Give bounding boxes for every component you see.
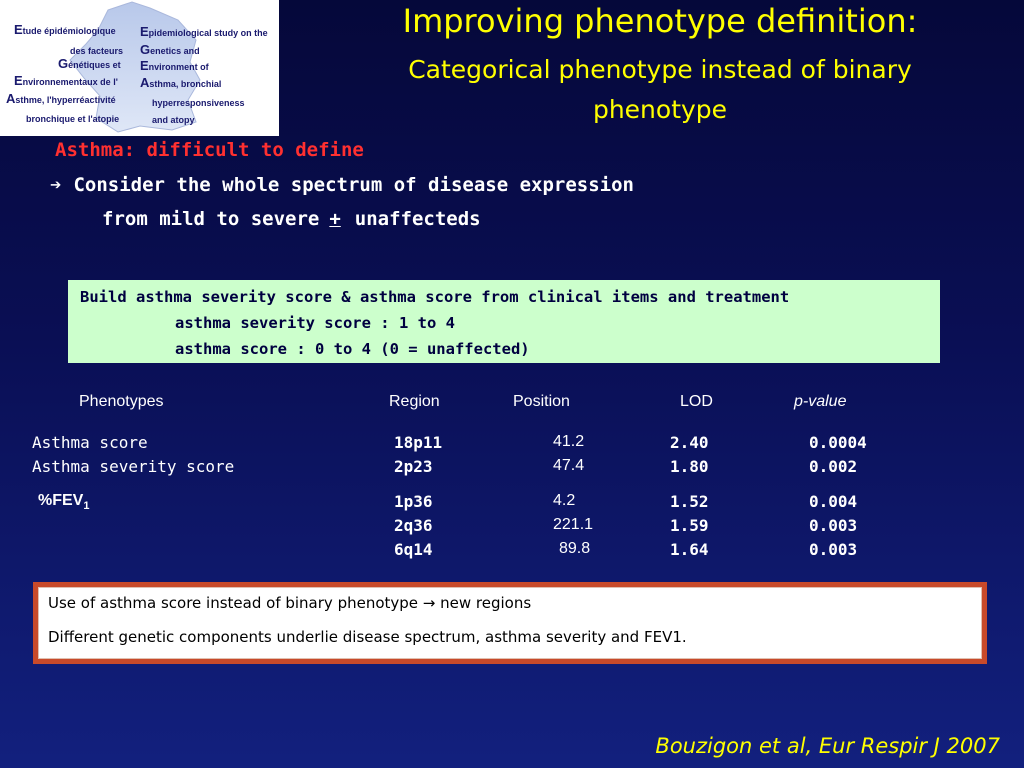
region-cell: 18p11 — [394, 433, 443, 452]
slide-title: Improving phenotype definition: — [402, 2, 918, 40]
phenotype-cell: %FEV1 — [38, 492, 90, 513]
section-heading: Asthma: difficult to define — [55, 139, 364, 161]
position-cell: 41.2 — [553, 433, 585, 450]
france-map-icon — [69, 1, 201, 133]
logo-line-fr-3: Génétiques et — [58, 56, 121, 71]
bullet-line-1: ➔ Consider the whole spectrum of disease … — [50, 174, 634, 196]
plus-minus-symbol: + — [329, 208, 341, 230]
pvalue-cell: 0.0004 — [809, 433, 867, 452]
conclusion-box: Use of asthma score instead of binary ph… — [33, 582, 987, 664]
logo-line-en-6: and atopy — [152, 115, 195, 125]
score-definition-box: Build asthma severity score & asthma sco… — [68, 280, 940, 363]
pvalue-cell: 0.003 — [809, 516, 858, 535]
logo-line-en-3: Environment of — [140, 58, 209, 73]
score-box-line-2: asthma severity score : 1 to 4 — [175, 314, 455, 332]
phenotype-cell: Asthma score — [32, 433, 148, 452]
score-box-line-1: Build asthma severity score & asthma sco… — [80, 288, 790, 306]
region-cell: 1p36 — [394, 492, 433, 511]
pvalue-cell: 0.002 — [809, 457, 858, 476]
logo-line-fr-1: Etude épidémiologique — [14, 22, 116, 37]
region-cell: 6q14 — [394, 540, 433, 559]
region-cell: 2q36 — [394, 516, 433, 535]
right-arrow-icon: ➔ — [50, 174, 62, 196]
header-lod: LOD — [680, 393, 713, 410]
lod-cell: 1.52 — [670, 492, 709, 511]
bullet-line-2: from mild to severe + unaffecteds — [102, 208, 481, 230]
citation: Bouzigon et al, Eur Respir J 2007 — [655, 734, 1000, 758]
logo-line-fr-6: bronchique et l'atopie — [26, 114, 120, 124]
bullet-text-1: Consider the whole spectrum of disease e… — [73, 174, 634, 196]
header-position: Position — [513, 393, 570, 410]
lod-cell: 1.64 — [670, 540, 709, 559]
conclusion-line-1: Use of asthma score instead of binary ph… — [48, 594, 532, 612]
egea-logo: Etude épidémiologique des facteurs Génét… — [0, 0, 279, 136]
region-cell: 2p23 — [394, 457, 433, 476]
bullet-text-2-start: from mild to severe — [102, 208, 320, 230]
phenotype-cell: Asthma severity score — [32, 457, 235, 476]
position-cell: 47.4 — [553, 457, 585, 474]
logo-line-en-2: Genetics and — [140, 42, 200, 57]
logo-line-fr-2: des facteurs — [70, 46, 124, 56]
logo-line-en-5: hyperresponsiveness — [152, 98, 245, 108]
position-cell: 221.1 — [553, 516, 594, 533]
position-cell: 4.2 — [553, 492, 576, 509]
logo-line-en-4: Asthma, bronchial — [140, 75, 222, 90]
position-cell: 89.8 — [559, 540, 591, 557]
lod-cell: 1.80 — [670, 457, 709, 476]
lod-cell: 2.40 — [670, 433, 709, 452]
slide-subtitle: Categorical phenotype instead of binary … — [408, 55, 912, 124]
score-box-line-3: asthma score : 0 to 4 (0 = unaffected) — [175, 340, 530, 358]
conclusion-line-2: Different genetic components underlie di… — [48, 628, 687, 646]
lod-cell: 1.59 — [670, 516, 709, 535]
bullet-text-2-end: unaffecteds — [354, 208, 481, 230]
pvalue-cell: 0.004 — [809, 492, 858, 511]
logo-line-fr-4: Environnementaux de l' — [14, 73, 118, 88]
header-pvalue: p-value — [794, 393, 847, 410]
logo-line-fr-5: Asthme, l'hyperréactivité — [6, 91, 116, 106]
header-phenotypes: Phenotypes — [79, 393, 164, 410]
header-region: Region — [389, 393, 440, 410]
logo-line-en-1: Epidemiological study on the — [140, 24, 268, 39]
pvalue-cell: 0.003 — [809, 540, 858, 559]
